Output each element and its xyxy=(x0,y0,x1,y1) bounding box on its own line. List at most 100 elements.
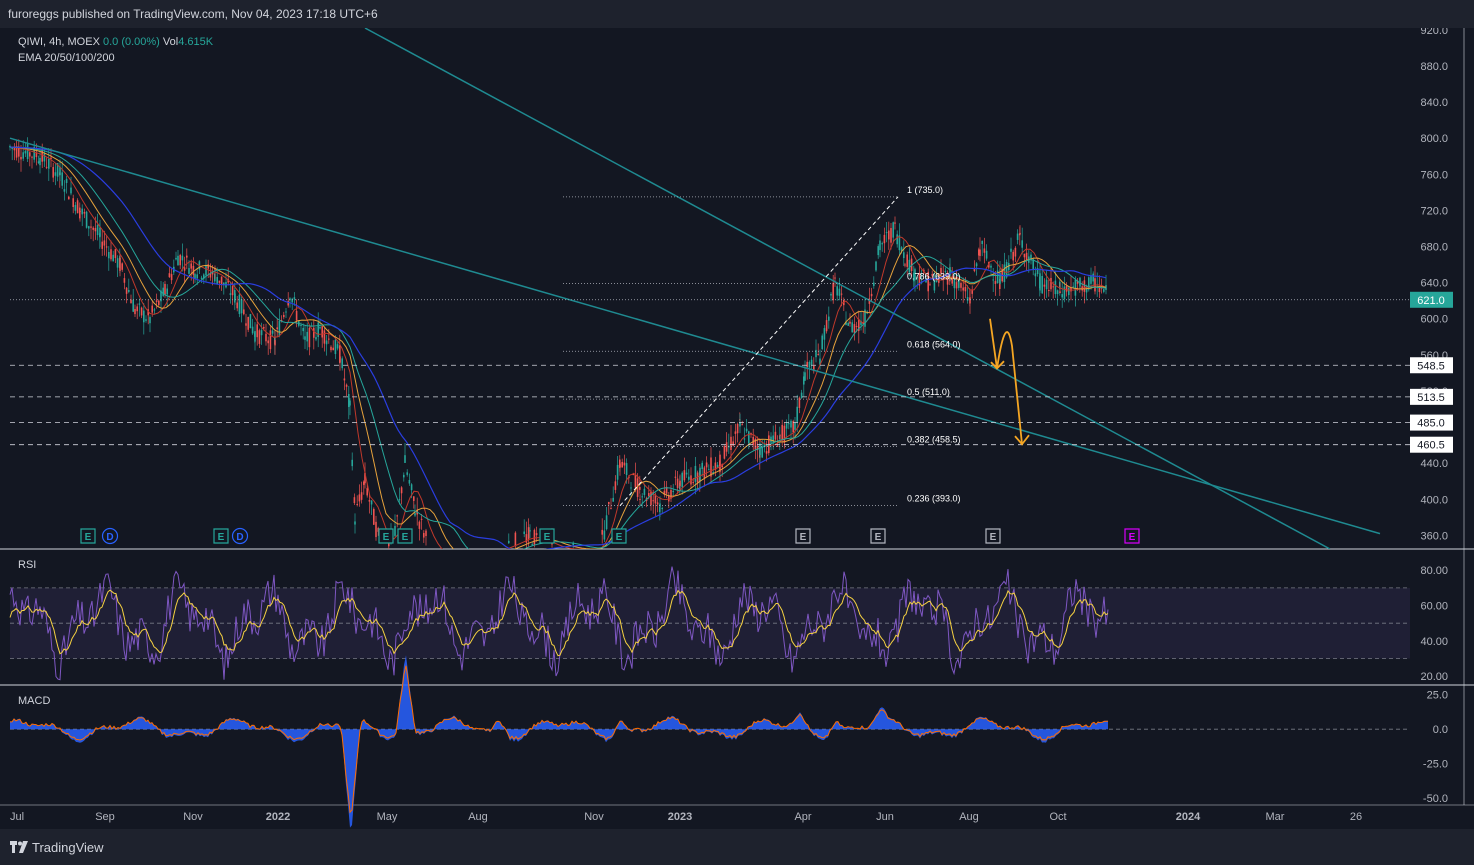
candle-body xyxy=(603,530,606,540)
candle-body xyxy=(249,314,252,329)
earnings-marker[interactable] xyxy=(397,528,413,544)
earnings-marker[interactable] xyxy=(1124,528,1140,544)
candle-body xyxy=(289,298,291,301)
candle-body xyxy=(916,277,918,279)
fib-level-label: 0.236 (393.0) xyxy=(907,494,961,504)
macd-pane[interactable]: MACD 25.0 0.0 -25.0 -50.0 xyxy=(10,655,1448,828)
candle-body xyxy=(1045,279,1048,290)
candle-body xyxy=(785,423,788,429)
candle-body xyxy=(190,263,192,269)
time-tick-label[interactable]: Apr xyxy=(794,811,811,823)
time-tick-label[interactable]: 2022 xyxy=(266,811,290,823)
earnings-marker[interactable] xyxy=(795,528,811,544)
rsi-title[interactable]: RSI xyxy=(18,559,36,571)
candle-body xyxy=(1048,290,1050,292)
footer-brand[interactable]: TradingView xyxy=(32,840,104,855)
ema-100-line xyxy=(9,146,1107,549)
dividend-marker[interactable] xyxy=(101,527,119,545)
earnings-marker[interactable] xyxy=(80,528,96,544)
candle-body xyxy=(39,157,41,166)
candle-body xyxy=(88,226,90,229)
time-tick-label[interactable]: 2024 xyxy=(1176,811,1201,823)
symbol-name[interactable]: QIWI, 4h, MOEX xyxy=(18,36,100,48)
price-level-label[interactable]: 513.5 xyxy=(1417,392,1445,404)
candle-body xyxy=(323,330,326,344)
rsi-pane[interactable]: RSI 80.00 60.00 40.00 20.00 xyxy=(9,559,1448,683)
time-tick-label[interactable]: Aug xyxy=(959,811,979,823)
candle-body xyxy=(168,273,171,278)
time-axis[interactable]: Jul Sep Nov 2022 May Aug Nov 2023 Apr Jun Aug Oct 20… xyxy=(10,811,1362,823)
time-tick-label[interactable]: Mar xyxy=(1266,811,1285,823)
candle-body xyxy=(608,501,610,505)
time-tick-label[interactable]: 26 xyxy=(1350,811,1362,823)
candle-body xyxy=(29,152,31,157)
candle-body xyxy=(531,544,533,546)
arrow-head-2 xyxy=(1014,434,1030,446)
candle-body xyxy=(858,319,860,331)
candle-body xyxy=(280,320,283,322)
ema-lines xyxy=(9,146,1107,549)
candle-body xyxy=(1074,279,1077,296)
candle-body xyxy=(601,529,603,535)
candle-body xyxy=(940,267,942,274)
time-tick-label[interactable]: Jun xyxy=(876,811,894,823)
time-tick-label[interactable]: May xyxy=(377,811,398,823)
candle-body xyxy=(125,287,128,294)
candle-body xyxy=(881,243,883,245)
candle-body xyxy=(659,503,661,507)
time-tick-label[interactable]: Aug xyxy=(468,811,488,823)
earnings-marker[interactable] xyxy=(870,528,886,544)
candle-body xyxy=(332,347,334,351)
candle-body xyxy=(236,302,238,309)
candle-body xyxy=(328,338,330,340)
ema-legend[interactable]: EMA 20/50/100/200 xyxy=(18,52,115,64)
candle-body xyxy=(663,490,666,495)
chart-canvas[interactable]: 920.0 880.0 840.0 800.0 760.0 720.0 680.0 640.0… xyxy=(0,28,1474,829)
candle-body xyxy=(101,241,103,249)
dividend-marker[interactable] xyxy=(231,527,249,545)
candle-body xyxy=(22,152,24,159)
price-level-label[interactable]: 548.5 xyxy=(1417,360,1445,372)
candle-body xyxy=(1019,233,1021,236)
time-tick-label[interactable]: Sep xyxy=(95,811,115,823)
candle-body xyxy=(243,309,245,315)
candle-body xyxy=(730,436,732,451)
candle-body xyxy=(247,316,249,330)
current-price-label[interactable]: 621.0 xyxy=(1417,295,1445,307)
candle-body xyxy=(373,508,375,525)
macd-title[interactable]: MACD xyxy=(18,695,50,707)
earnings-marker[interactable] xyxy=(985,528,1001,544)
candle-body xyxy=(756,445,759,451)
time-tick-label[interactable]: 2023 xyxy=(668,811,692,823)
candle-body xyxy=(676,478,679,488)
candle-body xyxy=(414,513,416,516)
candle-body xyxy=(345,384,348,387)
candle-body xyxy=(229,293,232,295)
candle-body xyxy=(900,247,903,252)
time-tick-label[interactable]: Nov xyxy=(183,811,203,823)
earnings-marker[interactable] xyxy=(539,528,555,544)
candle-body xyxy=(24,150,27,154)
candle-body xyxy=(245,323,247,326)
rsi-tick-label: 60.00 xyxy=(1420,601,1448,613)
candle-body xyxy=(710,457,712,477)
price-level-label[interactable]: 485.0 xyxy=(1417,418,1445,430)
earnings-marker[interactable] xyxy=(611,528,627,544)
candle-body xyxy=(892,222,894,238)
candle-body xyxy=(716,464,719,469)
candle-body xyxy=(634,474,637,488)
candle-body xyxy=(155,300,158,302)
price-pane[interactable]: 920.0 880.0 840.0 800.0 760.0 720.0 680.0 640.0… xyxy=(0,28,1474,806)
candle-body xyxy=(151,305,153,313)
earnings-marker[interactable] xyxy=(378,528,394,544)
candle-body xyxy=(162,287,164,296)
earnings-marker[interactable] xyxy=(213,528,229,544)
candle-body xyxy=(267,340,269,344)
price-level-label[interactable]: 460.5 xyxy=(1417,440,1445,452)
candle-body xyxy=(377,527,379,532)
candle-body xyxy=(287,300,289,306)
time-tick-label[interactable]: Oct xyxy=(1049,811,1066,823)
time-tick-label[interactable]: Nov xyxy=(584,811,604,823)
time-tick-label[interactable]: Jul xyxy=(10,811,24,823)
tradingview-logo-icon xyxy=(10,841,28,853)
